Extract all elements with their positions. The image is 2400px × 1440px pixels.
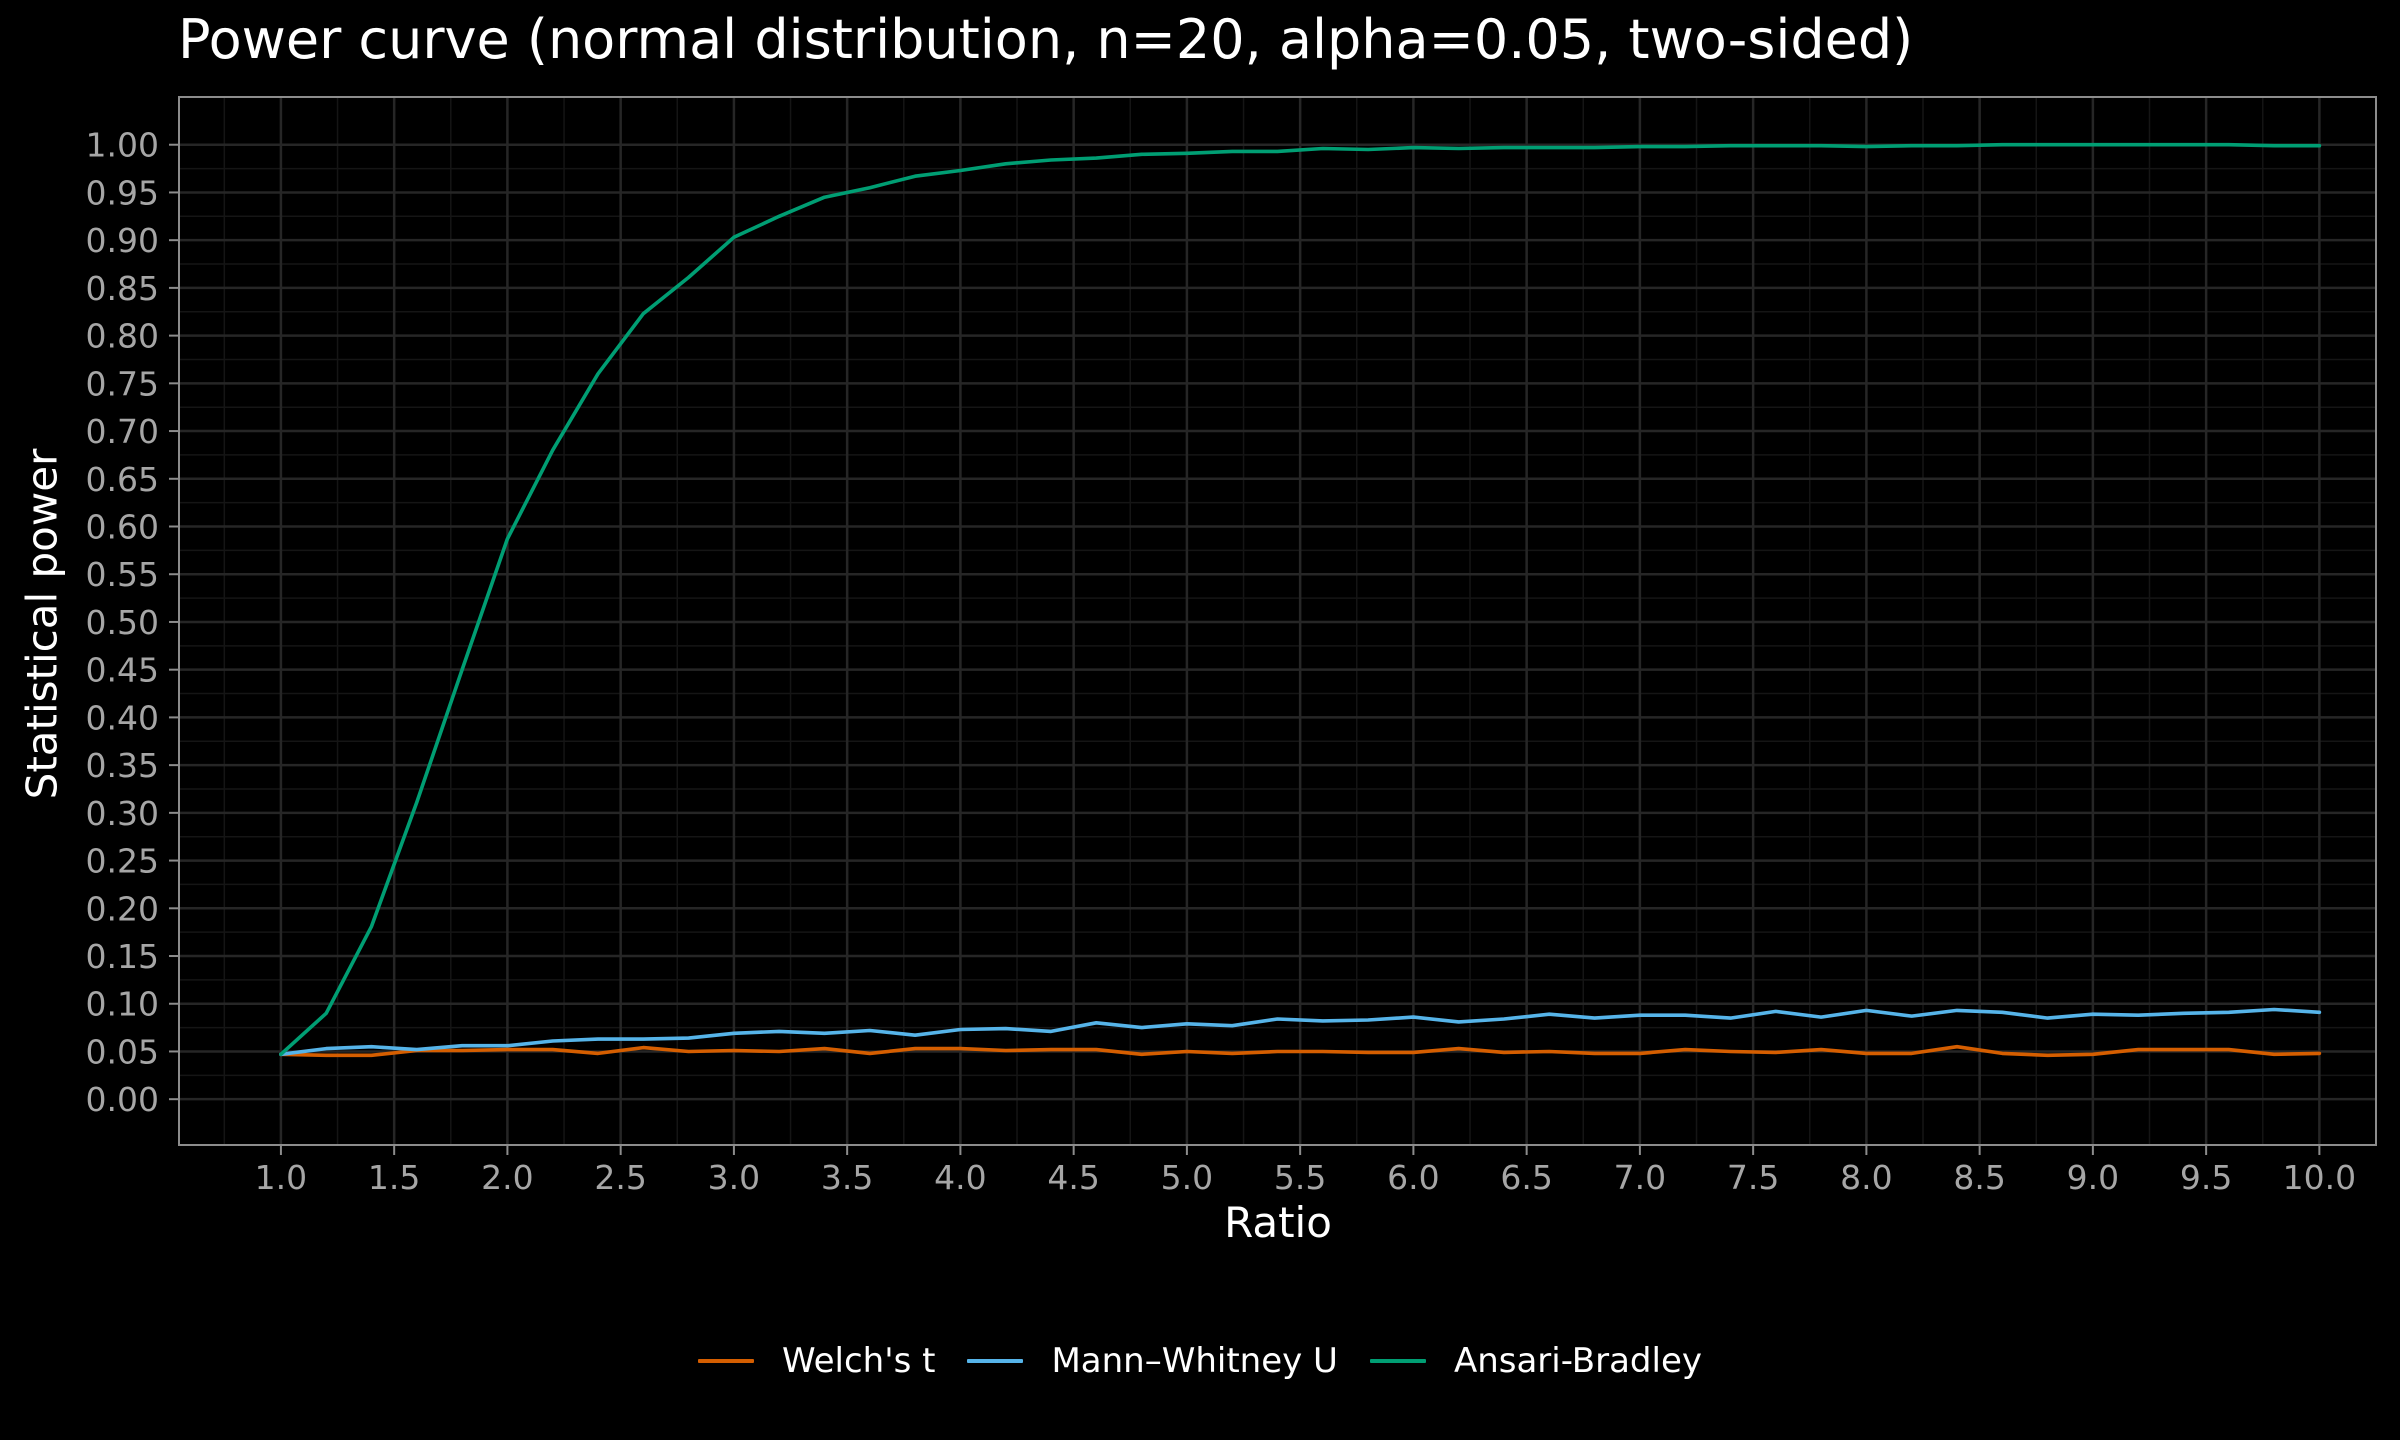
x-tick-label: 9.5 [2180,1158,2232,1197]
y-tick-label: 0.10 [86,985,159,1024]
x-tick-label: 3.5 [821,1158,873,1197]
legend-key-mann-whitney [967,1359,1024,1363]
y-tick-label: 0.85 [86,269,159,308]
series-line-mann-whitney [279,1007,2322,1057]
legend-key-welch [698,1359,754,1363]
x-tick-label: 2.5 [594,1158,646,1197]
x-tick-label: 6.0 [1387,1158,1439,1197]
y-tick-label: 0.45 [86,651,159,690]
legend-label-ansari-bradley: Ansari-Bradley [1453,1341,1702,1381]
y-tick-label: 0.50 [86,603,159,642]
y-tick-label: 0.95 [86,173,159,212]
y-tick-label: 0.55 [86,555,159,594]
x-tick-label: 7.0 [1614,1158,1666,1197]
legend-label-welch: Welch's t [782,1341,936,1381]
chart-legend: Welch's t Mann–Whitney U Ansari-Bradley [0,1336,2400,1386]
x-tick-label: 3.0 [708,1158,760,1197]
x-tick-label: 6.5 [1500,1158,1552,1197]
y-tick-label: 0.65 [86,460,159,499]
x-tick-label: 1.5 [368,1158,420,1197]
x-tick-label: 5.0 [1161,1158,1213,1197]
legend-item-welch: Welch's t [698,1341,935,1381]
y-tick-label: 0.05 [86,1032,159,1071]
y-tick-label: 0.90 [86,221,159,260]
x-tick-label: 7.5 [1727,1158,1779,1197]
y-tick-label: 0.70 [86,412,159,451]
y-tick-label: 0.00 [86,1080,159,1119]
y-tick-label: 0.80 [86,317,159,356]
y-tick-label: 0.35 [86,746,159,785]
x-axis-label: Ratio [1224,1198,1332,1247]
y-tick-label: 0.60 [86,508,159,547]
y-tick-label: 0.20 [86,889,159,928]
x-tick-label: 4.5 [1047,1158,1099,1197]
x-tick-label: 8.0 [1840,1158,1892,1197]
x-tick-label: 10.0 [2283,1158,2356,1197]
y-tick-label: 0.75 [86,364,159,403]
legend-item-ansari-bradley: Ansari-Bradley [1369,1341,1702,1381]
series-line-welch [279,1044,2322,1058]
x-tick-label: 9.0 [2067,1158,2119,1197]
x-tick-label: 4.0 [934,1158,986,1197]
y-tick-label: 0.30 [86,794,159,833]
y-tick-label: 0.25 [86,842,159,881]
series-line-ansari-bradley [279,142,2322,1057]
x-tick-label: 2.0 [481,1158,533,1197]
x-tick-label: 5.5 [1274,1158,1326,1197]
y-axis-label: Statistical power [17,448,67,800]
legend-item-mann-whitney: Mann–Whitney U [967,1341,1338,1381]
legend-key-ansari-bradley [1369,1359,1426,1363]
x-tick-label: 8.5 [1953,1158,2005,1197]
y-tick-label: 0.15 [86,937,159,976]
x-tick-label: 1.0 [255,1158,307,1197]
y-tick-label: 0.40 [86,698,159,737]
y-tick-label: 1.00 [86,126,159,165]
legend-label-mann-whitney: Mann–Whitney U [1051,1341,1338,1381]
chart-title: Power curve (normal distribution, n=20, … [178,8,1914,71]
